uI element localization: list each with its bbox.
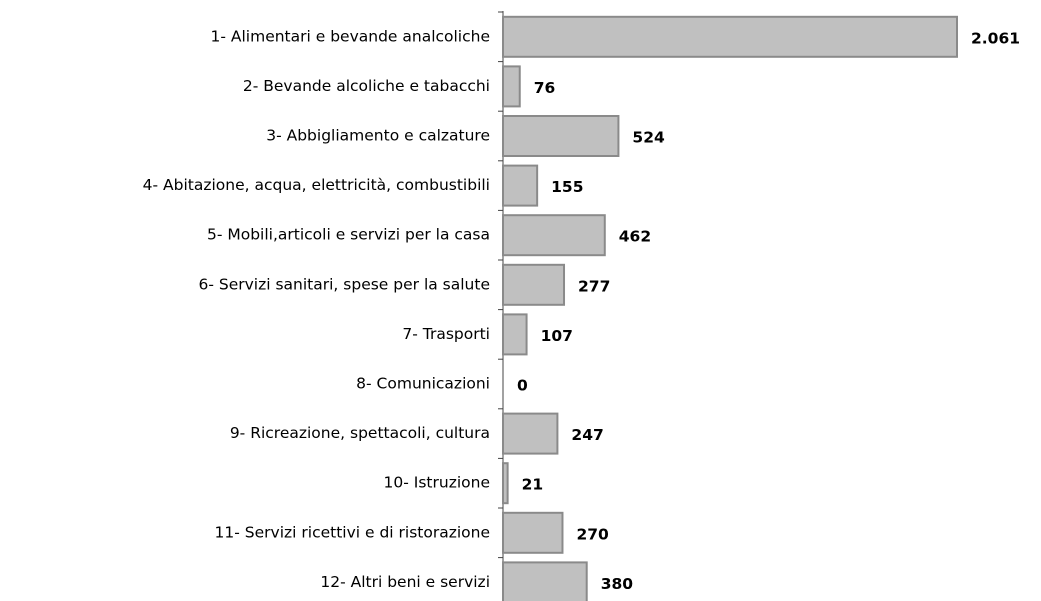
data-label: 107 — [541, 327, 573, 345]
data-label: 0 — [517, 377, 528, 395]
bar — [502, 561, 588, 601]
y-tick-label: 7- Trasporti — [402, 325, 490, 343]
y-tick-label: 10- Istruzione — [384, 474, 490, 492]
bar — [502, 65, 521, 108]
bar — [502, 214, 606, 257]
data-label: 462 — [619, 228, 651, 246]
data-label: 247 — [571, 426, 603, 444]
data-label: 21 — [522, 476, 544, 494]
data-label: 380 — [601, 575, 634, 593]
bar — [502, 263, 566, 306]
data-label: 524 — [632, 129, 665, 147]
y-tick-label: 12- Altri beni e servizi — [320, 573, 490, 591]
bar — [502, 115, 620, 157]
bar — [502, 313, 528, 356]
bar — [502, 412, 559, 455]
y-tick-label: 1- Alimentari e bevande analcoliche — [211, 27, 491, 45]
bar — [502, 164, 539, 207]
data-label: 155 — [551, 178, 583, 196]
y-tick-label: 11- Servizi ricettivi e di ristorazione — [215, 523, 490, 541]
y-tick-label: 3- Abbigliamento e calzature — [266, 127, 490, 145]
data-label: 76 — [534, 79, 556, 97]
y-tick-label: 5- Mobili,articoli e servizi per la casa — [207, 226, 490, 244]
bar — [502, 462, 509, 505]
bar — [502, 15, 958, 58]
y-tick-label: 9- Ricreazione, spettacoli, cultura — [230, 424, 490, 442]
data-label: 270 — [576, 525, 609, 543]
y-tick-label: 4- Abitazione, acqua, elettricità, combu… — [143, 176, 490, 194]
y-tick-label: 6- Servizi sanitari, spese per la salute — [198, 275, 490, 293]
y-tick-label: 2- Bevande alcoliche e tabacchi — [243, 77, 490, 95]
data-label: 2.061 — [971, 29, 1020, 47]
y-tick-label: 8- Comunicazioni — [356, 375, 490, 393]
bar — [502, 511, 564, 554]
data-label: 277 — [578, 277, 610, 295]
